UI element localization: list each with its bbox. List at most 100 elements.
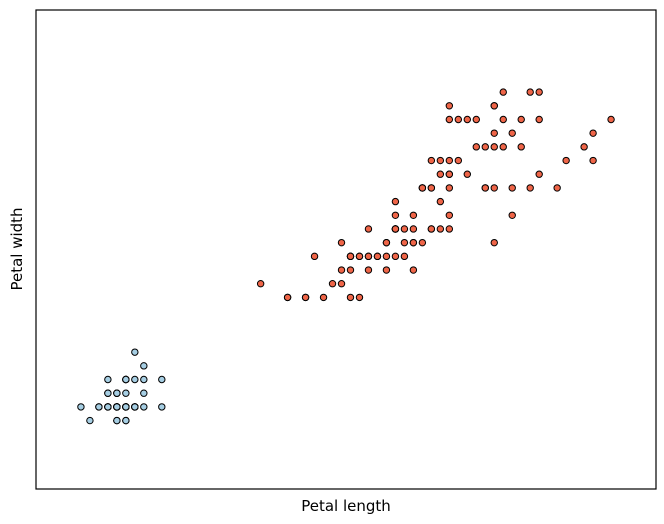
- scatter-point: [140, 389, 148, 397]
- scatter-point: [86, 416, 94, 425]
- scatter-point: [409, 266, 418, 274]
- scatter-point: [104, 389, 112, 397]
- scatter-point: [481, 143, 489, 151]
- scatter-point: [499, 115, 507, 124]
- scatter-point: [256, 280, 265, 288]
- scatter-point: [472, 143, 480, 151]
- scatter-point: [553, 184, 561, 192]
- scatter-point: [490, 102, 498, 110]
- scatter-point: [391, 252, 400, 261]
- scatter-point: [346, 293, 355, 302]
- scatter-point: [409, 225, 418, 233]
- scatter-point: [517, 115, 525, 124]
- scatter-point: [427, 156, 436, 165]
- scatter-point: [409, 211, 418, 219]
- scatter-point: [364, 225, 373, 233]
- scatter-point: [535, 170, 543, 178]
- scatter-point: [391, 211, 400, 219]
- scatter-point: [400, 238, 409, 247]
- scatter-point: [463, 115, 471, 124]
- scatter-point: [131, 375, 139, 384]
- scatter-point: [436, 197, 445, 206]
- scatter-point: [140, 375, 148, 384]
- scatter-point: [95, 403, 103, 411]
- scatter-point: [122, 416, 130, 425]
- scatter-point: [391, 197, 400, 206]
- y-axis-label: Petal width: [8, 207, 26, 290]
- scatter-point: [104, 403, 112, 411]
- scatter-point: [499, 88, 507, 96]
- scatter-point: [418, 184, 427, 192]
- scatter-point: [436, 170, 445, 178]
- scatter-point: [113, 389, 121, 397]
- scatter-point: [301, 293, 310, 302]
- scatter-point: [526, 184, 534, 192]
- scatter-point: [364, 266, 373, 274]
- scatter-point: [409, 238, 418, 247]
- scatter-point: [77, 403, 85, 411]
- scatter-point: [158, 375, 166, 384]
- scatter-point: [499, 143, 507, 151]
- scatter-point: [589, 156, 597, 165]
- data-points: [77, 88, 615, 425]
- scatter-point: [328, 280, 337, 288]
- scatter-point: [140, 362, 148, 370]
- scatter-point: [113, 403, 121, 411]
- scatter-point: [346, 252, 355, 261]
- scatter-point: [508, 211, 516, 219]
- scatter-point: [472, 115, 480, 124]
- scatter-point: [463, 170, 471, 178]
- scatter-point: [131, 403, 139, 411]
- scatter-point: [445, 184, 454, 192]
- scatter-point: [113, 416, 121, 425]
- scatter-point: [580, 143, 588, 151]
- scatter-point: [445, 115, 454, 124]
- scatter-point: [418, 238, 427, 247]
- scatter-point: [337, 238, 346, 247]
- scatter-point: [589, 129, 597, 137]
- scatter-point: [104, 375, 112, 384]
- scatter-point: [445, 225, 454, 233]
- scatter-point: [283, 293, 292, 302]
- scatter-point: [490, 184, 498, 192]
- scatter-point: [607, 115, 615, 124]
- scatter-point: [131, 348, 139, 356]
- scatter-point: [122, 403, 130, 411]
- scatter-point: [445, 211, 454, 219]
- scatter-point: [140, 403, 148, 411]
- scatter-point: [490, 129, 498, 137]
- scatter-point: [122, 389, 130, 397]
- scatter-point: [445, 156, 454, 165]
- scatter-point: [535, 115, 543, 124]
- scatter-point: [454, 115, 463, 124]
- scatter-point: [391, 225, 400, 233]
- scatter-point: [436, 225, 445, 233]
- scatter-point: [535, 88, 543, 96]
- scatter-point: [382, 266, 391, 274]
- scatter-point: [337, 266, 346, 274]
- scatter-point: [400, 225, 409, 233]
- scatter-point: [427, 225, 436, 233]
- scatter-point: [490, 143, 498, 151]
- scatter-point: [310, 252, 319, 261]
- scatter-point: [454, 156, 463, 165]
- scatter-point: [526, 88, 534, 96]
- scatter-point: [436, 156, 445, 165]
- scatter-point: [508, 129, 516, 137]
- scatter-point: [481, 184, 489, 192]
- scatter-point: [382, 252, 391, 261]
- scatter-point: [355, 252, 364, 261]
- scatter-point: [445, 170, 454, 178]
- scatter-point: [490, 238, 498, 247]
- plot-frame: [35, 9, 657, 490]
- scatter-point: [319, 293, 328, 302]
- x-axis-label: Petal length: [301, 497, 391, 515]
- scatter-point: [508, 184, 516, 192]
- scatter-point: [382, 238, 391, 247]
- scatter-point: [400, 252, 409, 261]
- scatter-point: [158, 403, 166, 411]
- scatter-point: [364, 252, 373, 261]
- scatter-point: [373, 252, 382, 261]
